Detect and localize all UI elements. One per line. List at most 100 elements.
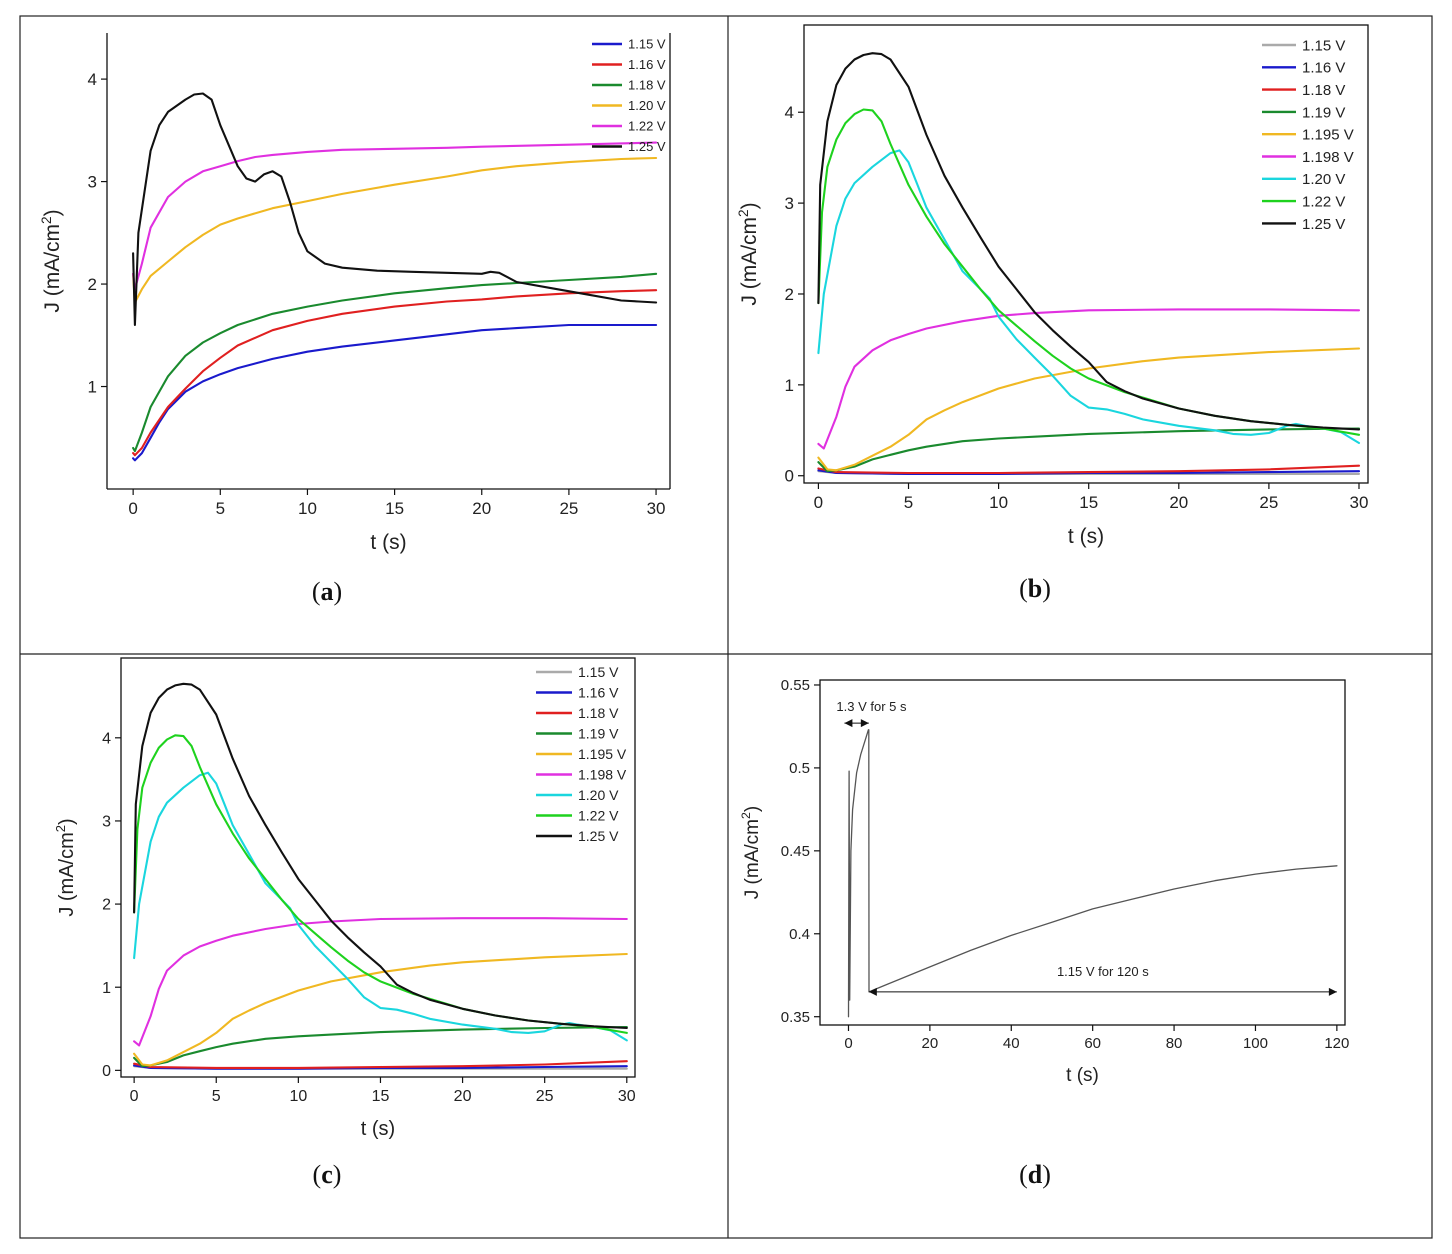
y-axis-label-close: ) <box>41 209 64 216</box>
y-tick-label: 0.4 <box>789 926 810 943</box>
legend-label: 1.18 V <box>1302 82 1345 99</box>
series-line-1-25v <box>133 682 628 1030</box>
x-tick-label: 5 <box>904 493 913 512</box>
x-tick-label: 30 <box>647 499 666 518</box>
annotation-arrowhead-left <box>844 719 853 728</box>
panel-caption-letter: b <box>1028 574 1042 603</box>
y-axis-label: J (mA/cm2) <box>53 818 78 916</box>
axes: 0 5 10 15 20 25 30 0 1 2 3 4 <box>785 24 1369 512</box>
panel-caption-letter: c <box>321 1160 333 1189</box>
annotation-arrowhead-right <box>860 719 869 728</box>
y-axis-label-close: ) <box>742 806 763 812</box>
series-line-1-18v <box>133 1060 628 1069</box>
annotations: 1.3 V for 5 s 1.15 V for 120 s <box>836 699 1337 996</box>
y-tick-label: 4 <box>785 103 794 122</box>
legend: 1.15 V 1.16 V 1.18 V 1.20 V 1.22 V 1.25 V <box>592 37 666 154</box>
legend: 1.15 V 1.16 V 1.18 V 1.19 V 1.195 V 1.198 V 1.… <box>536 664 627 844</box>
y-axis-label: J (mA/cm2) <box>39 209 64 312</box>
legend-label: 1.22 V <box>628 119 666 134</box>
y-tick-label: 3 <box>102 814 111 831</box>
panel-caption-close: ) <box>334 577 343 606</box>
x-tick-label: 15 <box>372 1088 390 1105</box>
y-tick-label: 2 <box>88 275 97 294</box>
plot-area-border <box>803 24 1369 484</box>
series-line-1-19v <box>817 427 1361 473</box>
series-line-1-19v <box>133 1026 628 1068</box>
y-tick-label: 1 <box>88 377 97 396</box>
legend-label: 1.15 V <box>578 664 619 680</box>
y-axis-label-close: ) <box>56 818 78 825</box>
series-lines <box>847 729 1338 1018</box>
legend-label: 1.195 V <box>578 746 627 762</box>
series-line-1-20v <box>817 149 1361 445</box>
y-tick-label: 1 <box>102 980 111 997</box>
y-axis-label-superscript: 2 <box>53 825 68 832</box>
legend-label: 1.19 V <box>578 726 619 742</box>
x-tick-label: 40 <box>1003 1035 1020 1052</box>
legend-label: 1.195 V <box>1302 127 1354 144</box>
panel-caption-open: ( <box>1019 1160 1028 1189</box>
x-tick-label: 25 <box>1259 493 1278 512</box>
series-line-1-18v <box>817 464 1361 475</box>
panel-caption-open: ( <box>1019 574 1028 603</box>
panel-caption-close: ) <box>1042 1160 1051 1189</box>
x-tick-label: 0 <box>130 1088 139 1105</box>
y-axis-label: J (mA/cm2) <box>736 202 761 305</box>
legend-label: 1.25 V <box>628 139 666 154</box>
y-tick-label: 0.35 <box>781 1009 810 1026</box>
series-line-1-18v <box>132 272 658 453</box>
annotation-text: 1.15 V for 120 s <box>1057 964 1149 979</box>
panel-caption-open: ( <box>313 1160 322 1189</box>
y-tick-label: 0 <box>102 1063 111 1080</box>
legend-label: 1.15 V <box>1302 37 1345 54</box>
y-tick-label: 0.55 <box>781 677 810 694</box>
x-tick-label: 10 <box>989 493 1008 512</box>
x-tick-label: 120 <box>1324 1035 1349 1052</box>
series-lines <box>132 92 658 462</box>
legend-label: 1.22 V <box>1302 194 1345 211</box>
y-axis-label-text: J (mA/cm <box>41 224 64 313</box>
legend: 1.15 V 1.16 V 1.18 V 1.19 V 1.195 V 1.198 V 1.… <box>1262 37 1354 233</box>
axes: 0 5 10 15 20 25 30 1 2 3 4 <box>88 33 671 518</box>
series-line-1-195v <box>817 347 1361 472</box>
y-axis-label-superscript: 2 <box>736 209 751 217</box>
plot-area-border <box>819 679 1346 1026</box>
frame-border <box>19 15 1433 1239</box>
x-tick-label: 10 <box>289 1088 307 1105</box>
series-lines <box>817 52 1361 475</box>
y-axis-label-superscript: 2 <box>39 216 54 224</box>
x-tick-label: 0 <box>128 499 137 518</box>
y-tick-label: 4 <box>88 70 97 89</box>
x-axis-label: t (s) <box>1068 525 1104 548</box>
x-tick-label: 0 <box>814 493 823 512</box>
x-tick-label: 25 <box>559 499 578 518</box>
series-line-1-195v <box>133 952 628 1067</box>
x-tick-label: 20 <box>922 1035 939 1052</box>
legend-label: 1.22 V <box>578 808 619 824</box>
axes: 0 20 40 60 80 100 120 0.35 0.4 0.45 0.5 0.55 <box>781 677 1350 1052</box>
x-tick-label: 20 <box>1169 493 1188 512</box>
figure-frame <box>19 15 1433 1239</box>
y-tick-label: 1 <box>785 376 794 395</box>
series-lines <box>133 682 628 1070</box>
panel-caption-letter: d <box>1028 1160 1043 1189</box>
legend-label: 1.18 V <box>628 78 666 93</box>
y-tick-label: 3 <box>785 194 794 213</box>
panel-d: 0 20 40 60 80 100 120 0.35 0.4 0.45 0.5 0.55 t (s) J … <box>739 677 1349 1189</box>
panel-caption: (d) <box>1019 1160 1051 1189</box>
legend-label: 1.16 V <box>1302 60 1345 77</box>
panel-caption: (c) <box>313 1160 342 1189</box>
y-tick-label: 0.5 <box>789 760 810 777</box>
annotation-arrowhead-right <box>1328 987 1337 996</box>
x-tick-label: 80 <box>1166 1035 1183 1052</box>
x-tick-label: 60 <box>1084 1035 1101 1052</box>
x-tick-label: 30 <box>1350 493 1369 512</box>
legend-label: 1.198 V <box>578 767 627 783</box>
x-axis-label: t (s) <box>370 531 406 554</box>
x-tick-label: 25 <box>536 1088 554 1105</box>
annotation-arrowhead-left <box>868 987 877 996</box>
axes: 0 5 10 15 20 25 30 0 1 2 3 4 <box>102 657 636 1105</box>
